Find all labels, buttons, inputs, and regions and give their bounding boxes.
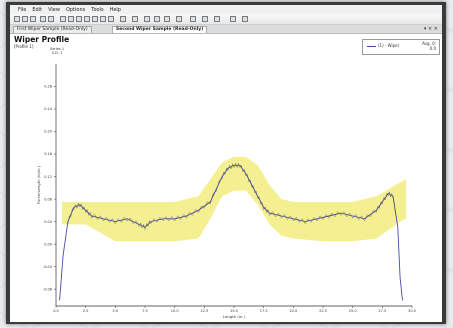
legend-entry: (1) - Wiper xyxy=(378,43,400,48)
y-tick-label: 0.24 xyxy=(44,107,53,111)
axes-layer xyxy=(54,64,413,308)
dropdown-icon[interactable] xyxy=(144,16,150,22)
plot-area: 0.28 0.24 0.20 0.16 0.12 0.08 0.04 0.00 -0.04 -0.… xyxy=(10,34,442,322)
menu-view[interactable]: View xyxy=(48,6,60,13)
tab-label: First Wiper Sample (Read-Only) xyxy=(17,27,88,32)
legend-stats: Avg. 0: 0.0 xyxy=(422,41,436,51)
y-tick-label: -0.08 xyxy=(43,287,52,291)
x-tick-label: 25.0 xyxy=(349,309,357,313)
x-axis-title: Length (in.) xyxy=(223,314,245,319)
x-tick-label: 27.5 xyxy=(378,309,386,313)
y-tick-label: 0.20 xyxy=(44,130,52,134)
profile-line-layer xyxy=(59,162,403,301)
plot-subtitle: [Profile 1] xyxy=(14,44,34,49)
screenshot-frame: File Edit View Options Tools Help xyxy=(6,2,446,324)
series-label-group: Series 1 S.D. 1 xyxy=(50,47,64,55)
report-icon[interactable] xyxy=(230,16,236,22)
preview-icon[interactable] xyxy=(48,16,54,22)
menu-file[interactable]: File xyxy=(18,6,27,13)
x-tick-label: 22.5 xyxy=(319,309,327,313)
layout-icon[interactable] xyxy=(164,16,170,22)
tick-label-layer: 0.28 0.24 0.20 0.16 0.12 0.08 0.04 0.00 -0.04 -0.… xyxy=(36,85,416,319)
menu-options[interactable]: Options xyxy=(65,6,86,13)
tab-first-wiper-sample[interactable]: First Wiper Sample (Read-Only) xyxy=(13,26,92,33)
zoom-icon[interactable] xyxy=(60,16,66,22)
tolerance-band xyxy=(61,156,407,242)
help-icon[interactable] xyxy=(242,16,248,22)
chart-2d-icon[interactable] xyxy=(120,16,126,22)
profile-detail-line xyxy=(67,162,397,231)
x-tick-label: 5.0 xyxy=(113,309,119,313)
y-tick-label: 0.28 xyxy=(44,85,52,89)
document-window-controls[interactable]: ▾ × × xyxy=(423,26,438,32)
y-tick-label: -0.04 xyxy=(43,265,53,269)
document-tab-bar: First Wiper Sample (Read-Only) Second Wi… xyxy=(10,25,442,34)
menu-tools[interactable]: Tools xyxy=(91,6,104,13)
toolbar xyxy=(10,14,442,25)
x-tick-label: 30.0 xyxy=(408,309,416,313)
tab-label: Second Wiper Sample (Read-Only) xyxy=(116,27,204,32)
series-sublabel: S.D. 1 xyxy=(51,51,63,55)
new-file-icon[interactable] xyxy=(14,16,20,22)
pan-icon[interactable] xyxy=(68,16,74,22)
menu-bar: File Edit View Options Tools Help xyxy=(10,5,442,14)
legend-box[interactable]: (1) - Wiper Avg. 0: 0.0 xyxy=(362,39,440,55)
legend-stat-label: Avg. 0: xyxy=(422,41,436,46)
print-icon[interactable] xyxy=(40,16,46,22)
profile-chart: 0.28 0.24 0.20 0.16 0.12 0.08 0.04 0.00 -0.04 -0.… xyxy=(36,64,416,319)
x-tick-label: 15.0 xyxy=(230,309,238,313)
settings-icon[interactable] xyxy=(202,16,208,22)
chart-3d-icon[interactable] xyxy=(132,16,138,22)
y-axis-title: Force/Length (lb/in.) xyxy=(36,165,41,204)
application-window: File Edit View Options Tools Help xyxy=(10,5,442,322)
series-label: Series 1 xyxy=(50,47,65,51)
x-tick-label: 10.0 xyxy=(171,309,179,313)
marker-icon[interactable] xyxy=(100,16,106,22)
y-tick-label: 0.04 xyxy=(44,220,53,224)
y-tick-label: 0.08 xyxy=(44,197,52,201)
x-tick-label: 2.5 xyxy=(83,309,89,313)
legend-stat-value: 0.0 xyxy=(429,45,436,51)
window-icon[interactable] xyxy=(176,16,182,22)
grid-icon[interactable] xyxy=(76,16,82,22)
open-folder-icon[interactable] xyxy=(22,16,28,22)
legend-swatch xyxy=(367,46,376,47)
x-tick-label: 12.5 xyxy=(200,309,208,313)
export-icon[interactable] xyxy=(214,16,220,22)
menu-help[interactable]: Help xyxy=(109,6,121,13)
profile-line xyxy=(59,164,403,301)
y-tick-label: 0.00 xyxy=(44,242,52,246)
x-tick-label: 20.0 xyxy=(289,309,297,313)
tab-second-wiper-sample[interactable]: Second Wiper Sample (Read-Only) xyxy=(112,26,208,33)
x-tick-label: 7.5 xyxy=(142,309,148,313)
save-icon[interactable] xyxy=(30,16,36,22)
menu-edit[interactable]: Edit xyxy=(32,6,43,13)
cursor-icon[interactable] xyxy=(84,16,90,22)
y-tick-label: 0.16 xyxy=(44,152,52,156)
highlight-icon[interactable] xyxy=(190,16,196,22)
measure-icon[interactable] xyxy=(92,16,98,22)
x-tick-label: 17.5 xyxy=(260,309,268,313)
plot-title: Wiper Profile xyxy=(14,35,70,44)
table-icon[interactable] xyxy=(154,16,160,22)
x-tick-label: 0.0 xyxy=(53,309,59,313)
tolerance-band-layer xyxy=(61,156,407,242)
y-tick-label: 0.12 xyxy=(44,175,52,179)
select-icon[interactable] xyxy=(108,16,114,22)
